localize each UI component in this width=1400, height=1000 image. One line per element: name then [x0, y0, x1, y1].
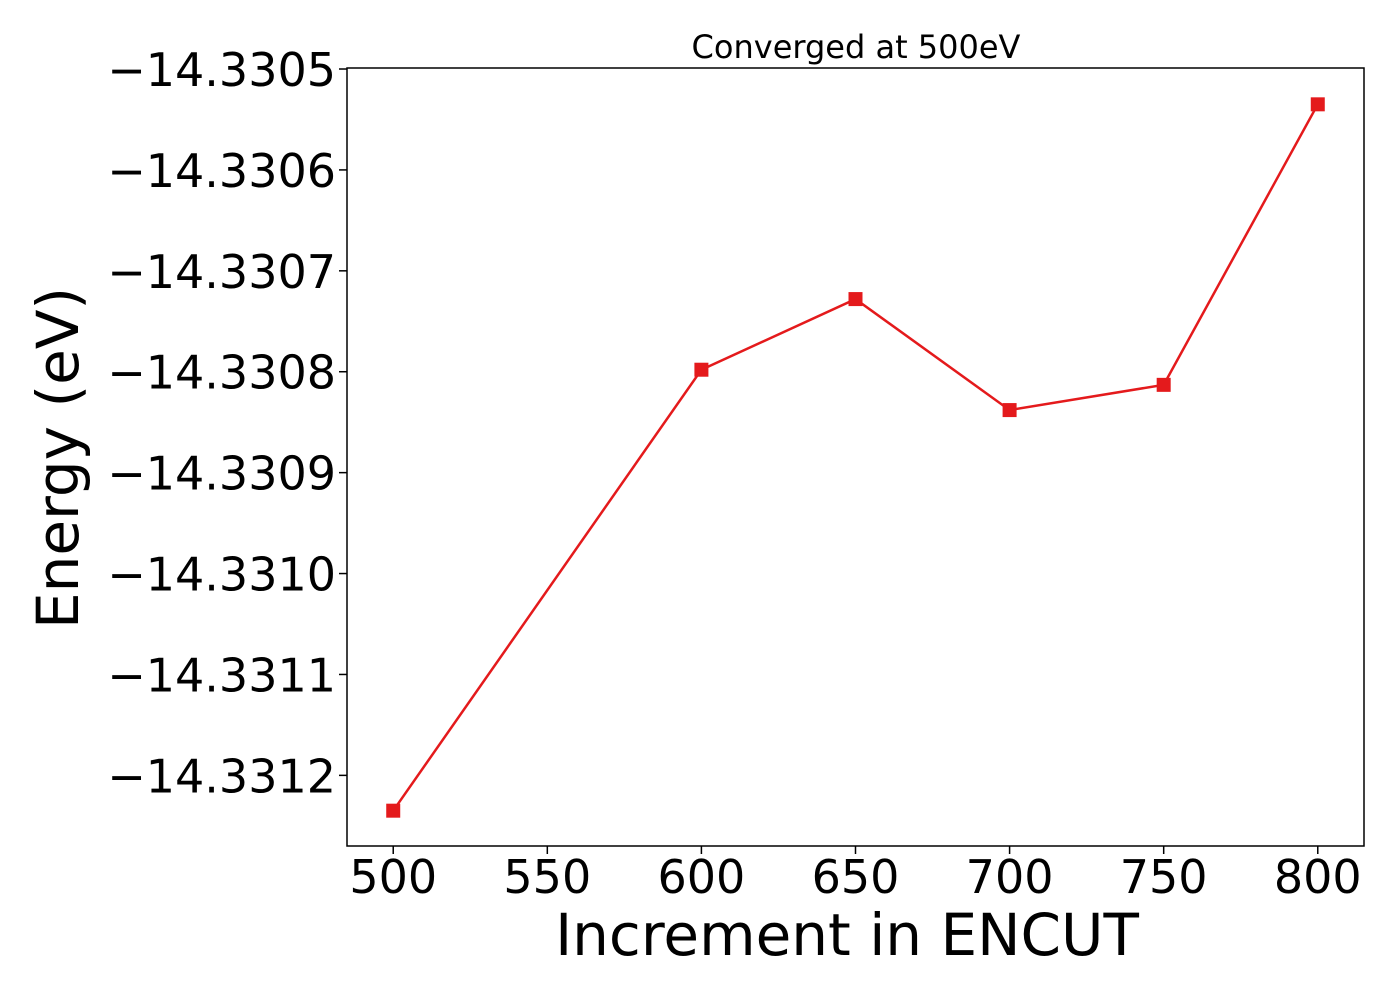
- data-point: [1002, 403, 1017, 418]
- y-tick-label: −14.3311: [107, 648, 336, 702]
- series-layer: [386, 97, 1325, 818]
- y-tick-label: −14.3306: [107, 144, 336, 198]
- x-axis-label: Increment in ENCUT: [555, 901, 1139, 969]
- y-tick-label: −14.3308: [107, 346, 336, 400]
- series-line: [392, 103, 1319, 812]
- x-tick-label: 750: [1120, 850, 1208, 904]
- y-tick-label: −14.3312: [107, 749, 336, 803]
- y-tick-label: −14.3310: [107, 548, 336, 602]
- y-tick-label: −14.3307: [107, 245, 336, 299]
- plot-frame: [346, 67, 1365, 847]
- y-axis-label: Energy (eV): [24, 287, 92, 629]
- y-tick-label: −14.3309: [107, 447, 336, 501]
- chart-title: Converged at 500eV: [692, 28, 1021, 66]
- data-point: [1156, 377, 1171, 392]
- x-tick-label: 600: [658, 850, 746, 904]
- x-tick-label: 500: [349, 850, 437, 904]
- x-tick-label: 700: [966, 850, 1054, 904]
- x-axis-ticks: 500 550 600 650 700 750 800: [349, 846, 1362, 904]
- data-point: [694, 362, 709, 377]
- data-point: [1310, 97, 1325, 112]
- x-tick-label: 800: [1274, 850, 1362, 904]
- data-point: [386, 803, 401, 818]
- x-tick-label: 550: [503, 850, 591, 904]
- data-point: [848, 292, 863, 307]
- y-axis-ticks: −14.3305 −14.3306 −14.3307 −14.3308 −14.3309…: [107, 43, 347, 803]
- y-tick-label: −14.3305: [107, 43, 336, 97]
- x-tick-label: 650: [812, 850, 900, 904]
